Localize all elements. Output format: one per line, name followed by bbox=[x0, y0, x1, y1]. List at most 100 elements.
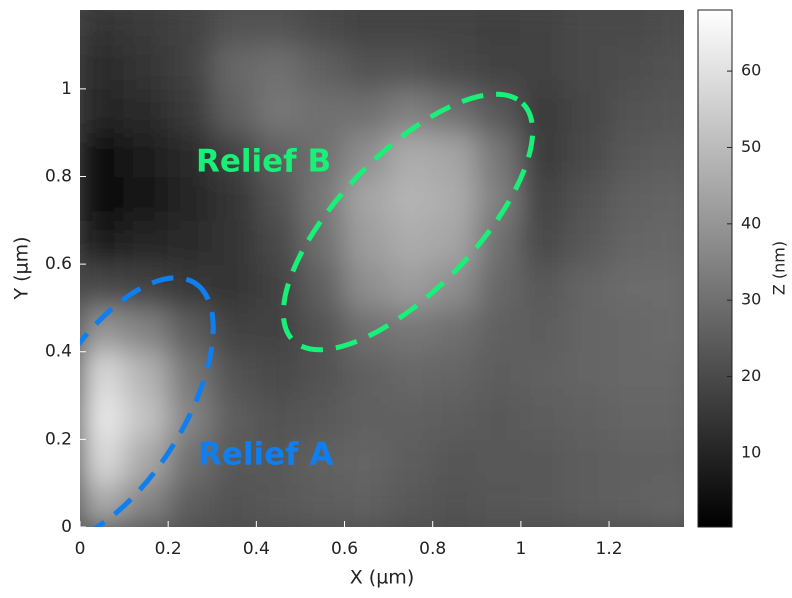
heatmap-cell bbox=[652, 351, 684, 397]
heatmap-cell bbox=[608, 132, 654, 177]
heatmap-cell bbox=[520, 175, 566, 221]
heatmap-cell bbox=[344, 482, 390, 527]
heatmap-cell bbox=[652, 175, 684, 221]
heatmap-cell bbox=[476, 263, 522, 309]
heatmap-cell bbox=[80, 438, 125, 484]
heatmap-cell bbox=[432, 307, 478, 353]
heatmap-cell bbox=[652, 44, 684, 90]
heatmap-cell bbox=[652, 10, 684, 46]
heatmap-cell bbox=[564, 351, 610, 397]
heatmap-cell bbox=[652, 438, 684, 484]
heatmap-cell bbox=[344, 351, 390, 397]
heatmap-cell bbox=[520, 263, 566, 309]
heatmap-cell bbox=[167, 175, 213, 221]
relief-b-outline bbox=[280, 91, 536, 353]
heatmap-cell bbox=[211, 482, 257, 527]
x-axis-label: X (µm) bbox=[350, 567, 414, 589]
heatmap-cell bbox=[255, 10, 301, 46]
heatmap-cell bbox=[476, 10, 522, 46]
heatmap-cell bbox=[211, 10, 257, 46]
x-tick-label: 0.8 bbox=[419, 539, 446, 559]
heatmap-cell bbox=[167, 307, 213, 353]
heatmap-cell bbox=[167, 482, 213, 527]
heatmap-cell bbox=[388, 395, 434, 440]
heatmap-cell bbox=[211, 395, 257, 440]
heatmap-cell bbox=[388, 44, 434, 90]
heatmap-cell bbox=[388, 88, 434, 134]
heatmap-cell bbox=[432, 438, 478, 484]
heatmap-cell bbox=[167, 10, 213, 46]
heatmap-cell bbox=[80, 10, 125, 46]
colorbar-tick-label: 30 bbox=[741, 290, 761, 309]
x-tick-label: 0 bbox=[75, 539, 86, 559]
heatmap-cell bbox=[652, 263, 684, 309]
heatmap-cell bbox=[255, 395, 301, 440]
x-tick-label: 1 bbox=[515, 539, 526, 559]
relief-a-outline bbox=[80, 275, 216, 527]
heatmap-cell bbox=[211, 263, 257, 309]
heatmap-cell bbox=[299, 395, 346, 440]
heatmap bbox=[80, 10, 684, 527]
heatmap-cell bbox=[344, 10, 390, 46]
heatmap-cell bbox=[564, 395, 610, 440]
heatmap-cell bbox=[299, 351, 346, 397]
heatmap-cell bbox=[299, 438, 346, 484]
heatmap-cell bbox=[167, 88, 213, 134]
heatmap-cell bbox=[652, 307, 684, 353]
heatmap-cell bbox=[299, 307, 346, 353]
heatmap-cell bbox=[564, 132, 610, 177]
heatmap-cell bbox=[123, 395, 169, 440]
heatmap-cell bbox=[211, 307, 257, 353]
heatmap-cell bbox=[608, 351, 654, 397]
heatmap-cell bbox=[80, 219, 125, 265]
annotation: Relief A bbox=[198, 437, 333, 473]
heatmap-cell bbox=[608, 263, 654, 309]
heatmap-cell bbox=[564, 219, 610, 265]
heatmap-cell bbox=[608, 175, 654, 221]
heatmap-cell bbox=[564, 10, 610, 46]
heatmap-cell bbox=[80, 351, 125, 397]
heatmap-cell bbox=[476, 438, 522, 484]
heatmap-cell bbox=[564, 175, 610, 221]
heatmap-cell bbox=[476, 351, 522, 397]
outlines bbox=[80, 91, 536, 527]
heatmap-cell bbox=[476, 395, 522, 440]
heatmap-cell bbox=[123, 88, 169, 134]
heatmap-cell bbox=[476, 307, 522, 353]
heatmap-cell bbox=[564, 88, 610, 134]
heatmap-cell bbox=[211, 44, 257, 90]
heatmap-cell bbox=[520, 219, 566, 265]
heatmap-cell bbox=[608, 88, 654, 134]
heatmap-cell bbox=[167, 219, 213, 265]
heatmap-cell bbox=[255, 132, 301, 177]
heatmap-cell bbox=[344, 88, 390, 134]
heatmap-cell bbox=[388, 438, 434, 484]
colorbar-tick-label: 10 bbox=[741, 442, 761, 461]
heatmap-cell bbox=[299, 219, 346, 265]
heatmap-cell bbox=[80, 88, 125, 134]
plot-area bbox=[80, 10, 684, 527]
y-tick-label: 0.4 bbox=[45, 342, 72, 362]
heatmap-cell bbox=[80, 175, 125, 221]
x-tick-label: 0.6 bbox=[331, 539, 358, 559]
heatmap-cell bbox=[608, 44, 654, 90]
heatmap-cell bbox=[255, 438, 301, 484]
heatmap-cell bbox=[255, 44, 301, 90]
heatmap-cell bbox=[299, 132, 346, 177]
heatmap-cell bbox=[608, 10, 654, 46]
heatmap-cell bbox=[255, 351, 301, 397]
heatmap-cell bbox=[80, 307, 125, 353]
heatmap-cell bbox=[80, 44, 125, 90]
heatmap-cell bbox=[520, 44, 566, 90]
heatmap-cell bbox=[520, 482, 566, 527]
heatmap-cell bbox=[167, 263, 213, 309]
x-tick-label: 0.2 bbox=[155, 539, 182, 559]
annotation: Relief B bbox=[196, 144, 331, 180]
heatmap-cell bbox=[520, 10, 566, 46]
heatmap-cell bbox=[388, 307, 434, 353]
heatmap-cell bbox=[388, 219, 434, 265]
heatmap-cell bbox=[299, 263, 346, 309]
y-tick-label: 0.6 bbox=[45, 254, 72, 274]
heatmap-cell bbox=[652, 482, 684, 527]
